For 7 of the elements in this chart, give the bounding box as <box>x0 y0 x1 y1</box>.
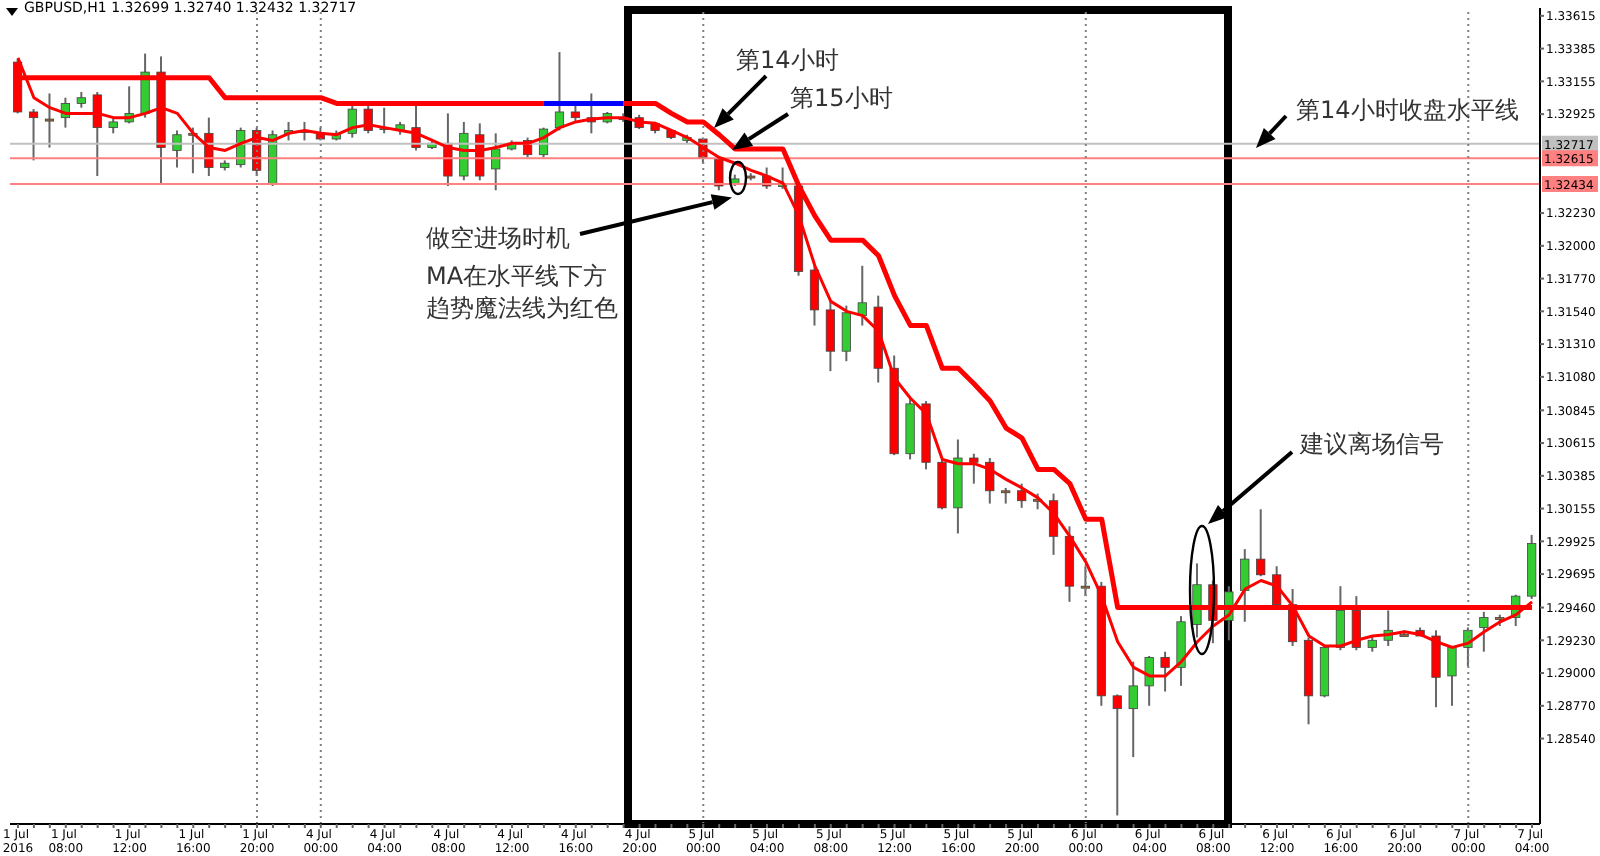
annotation: 趋势魔法线为红色 <box>426 294 618 322</box>
annotation: 第15小时 <box>790 84 893 112</box>
annotation: MA在水平线下方 <box>426 262 608 290</box>
annotation: 第14小时 <box>736 46 839 74</box>
annotation: 第14小时收盘水平线 <box>1296 96 1519 124</box>
annotation: 做空进场时机 <box>426 224 570 252</box>
annotation: 建议离场信号 <box>1300 430 1444 458</box>
